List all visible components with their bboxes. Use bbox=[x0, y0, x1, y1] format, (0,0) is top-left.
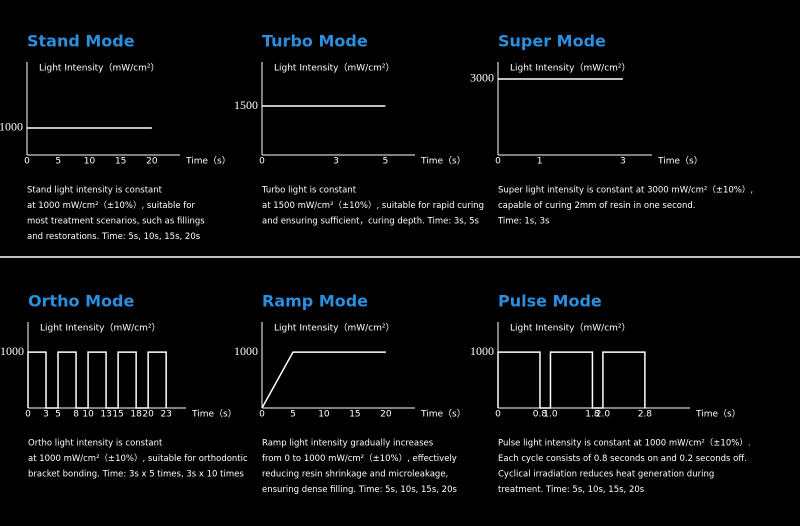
description-line: Super light intensity is constant at 300… bbox=[498, 185, 753, 196]
description-line: Ortho light intensity is constant bbox=[28, 439, 163, 449]
x-tick-label: 5 bbox=[55, 410, 61, 420]
description-line: Each cycle consists of 0.8 seconds on an… bbox=[498, 454, 747, 464]
x-tick-label: 1.8 bbox=[585, 410, 600, 420]
description-line: Turbo light is constant bbox=[261, 186, 357, 196]
panel-title: Super Mode bbox=[498, 32, 606, 51]
x-tick-label: 15 bbox=[349, 410, 360, 420]
y-axis-label: Light Intensity（mW/cm²） bbox=[510, 63, 631, 74]
description-line: Stand light intensity is constant bbox=[27, 186, 163, 196]
description-line: at 1000 mW/cm²（±10%）, suitable for bbox=[27, 200, 196, 211]
description-line: at 1500 mW/cm²（±10%）, suitable for rapid… bbox=[262, 200, 484, 211]
x-axis-label: Time（s） bbox=[185, 156, 231, 167]
x-tick-label: 10 bbox=[84, 157, 96, 167]
x-axis-label: Time（s） bbox=[695, 409, 741, 420]
description-line: Cyclical irradiation reduces heat genera… bbox=[498, 470, 714, 480]
x-tick-label: 0 bbox=[25, 410, 31, 420]
description-line: and restorations. Time: 5s, 10s, 15s, 20… bbox=[27, 232, 201, 242]
description-line: at 1000 mW/cm²（±10%）, suitable for ortho… bbox=[28, 453, 248, 464]
x-tick-label: 0 bbox=[495, 157, 501, 167]
y-tick-label: 1000 bbox=[234, 344, 258, 358]
description-line: ensuring dense filling. Time: 5s, 10s, 1… bbox=[262, 485, 457, 495]
x-tick-label: 15 bbox=[112, 410, 123, 420]
x-tick-label: 13 bbox=[100, 410, 111, 420]
x-axis-label: Time（s） bbox=[420, 409, 466, 420]
y-tick-label: 1000 bbox=[470, 344, 494, 358]
x-tick-label: 10 bbox=[82, 410, 94, 420]
intensity-line bbox=[27, 351, 167, 409]
x-tick-label: 15 bbox=[115, 157, 126, 167]
x-tick-label: 5 bbox=[290, 410, 296, 420]
description-line: Ramp light intensity gradually increases bbox=[262, 439, 434, 449]
x-tick-label: 3 bbox=[333, 157, 339, 167]
x-tick-label: 3 bbox=[43, 410, 49, 420]
intensity-line bbox=[497, 351, 646, 409]
description-line: treatment. Time: 5s, 10s, 15s, 20s bbox=[498, 485, 645, 495]
panel-title: Pulse Mode bbox=[498, 292, 602, 311]
panel-title: Ramp Mode bbox=[262, 292, 368, 311]
y-axis-label: Light Intensity（mW/cm²） bbox=[40, 323, 161, 334]
x-tick-label: 5 bbox=[55, 157, 61, 167]
x-tick-label: 0 bbox=[24, 157, 30, 167]
x-axis-label: Time（s） bbox=[191, 409, 237, 420]
y-axis-label: Light Intensity（mW/cm²） bbox=[510, 323, 631, 334]
description-line: bracket bonding. Time: 3s x 5 times, 3s … bbox=[28, 470, 244, 480]
y-axis-label: Light Intensity（mW/cm²） bbox=[39, 63, 160, 74]
y-tick-label: 1000 bbox=[0, 344, 24, 358]
x-axis-label: Time（s） bbox=[657, 156, 703, 167]
x-tick-label: 1.0 bbox=[543, 410, 558, 420]
x-tick-label: 5 bbox=[383, 157, 389, 167]
x-tick-label: 23 bbox=[160, 410, 171, 420]
intensity-line bbox=[261, 351, 386, 409]
x-tick-label: 2.8 bbox=[638, 410, 653, 420]
description-line: from 0 to 1000 mW/cm²（±10%）, effectively bbox=[262, 453, 457, 464]
x-tick-label: 20 bbox=[380, 410, 392, 420]
x-tick-label: 1 bbox=[537, 157, 543, 167]
x-tick-label: 20 bbox=[142, 410, 154, 420]
description-line: most treatment scenarios, such as fillin… bbox=[27, 217, 205, 227]
x-tick-label: 2.0 bbox=[596, 410, 611, 420]
x-tick-label: 3 bbox=[620, 157, 626, 167]
description-line: Pulse light intensity is constant at 100… bbox=[498, 438, 751, 449]
y-tick-label: 1500 bbox=[234, 98, 258, 112]
x-tick-label: 0 bbox=[495, 410, 501, 420]
panel-title: Ortho Mode bbox=[28, 292, 134, 311]
x-tick-label: 20 bbox=[146, 157, 158, 167]
x-axis-label: Time（s） bbox=[420, 156, 466, 167]
description-line: Time: 1s, 3s bbox=[497, 217, 550, 227]
y-tick-label: 3000 bbox=[470, 71, 494, 85]
panel-title: Turbo Mode bbox=[262, 32, 368, 51]
y-axis-label: Light Intensity（mW/cm²） bbox=[274, 323, 395, 334]
y-axis-label: Light Intensity（mW/cm²） bbox=[274, 63, 395, 74]
x-tick-label: 10 bbox=[318, 410, 330, 420]
description-line: capable of curing 2mm of resin in one se… bbox=[498, 201, 695, 211]
y-tick-label: 1000 bbox=[0, 120, 23, 134]
x-tick-label: 18 bbox=[130, 410, 142, 420]
x-tick-label: 0.8 bbox=[533, 410, 548, 420]
x-tick-label: 8 bbox=[73, 410, 79, 420]
panel-title: Stand Mode bbox=[27, 32, 135, 51]
description-line: and ensuring sufficient，curing depth. Ti… bbox=[262, 217, 480, 227]
x-tick-label: 0 bbox=[259, 157, 265, 167]
x-tick-label: 0 bbox=[259, 410, 265, 420]
description-line: reducing resin shrinkage and microleakag… bbox=[262, 470, 448, 480]
